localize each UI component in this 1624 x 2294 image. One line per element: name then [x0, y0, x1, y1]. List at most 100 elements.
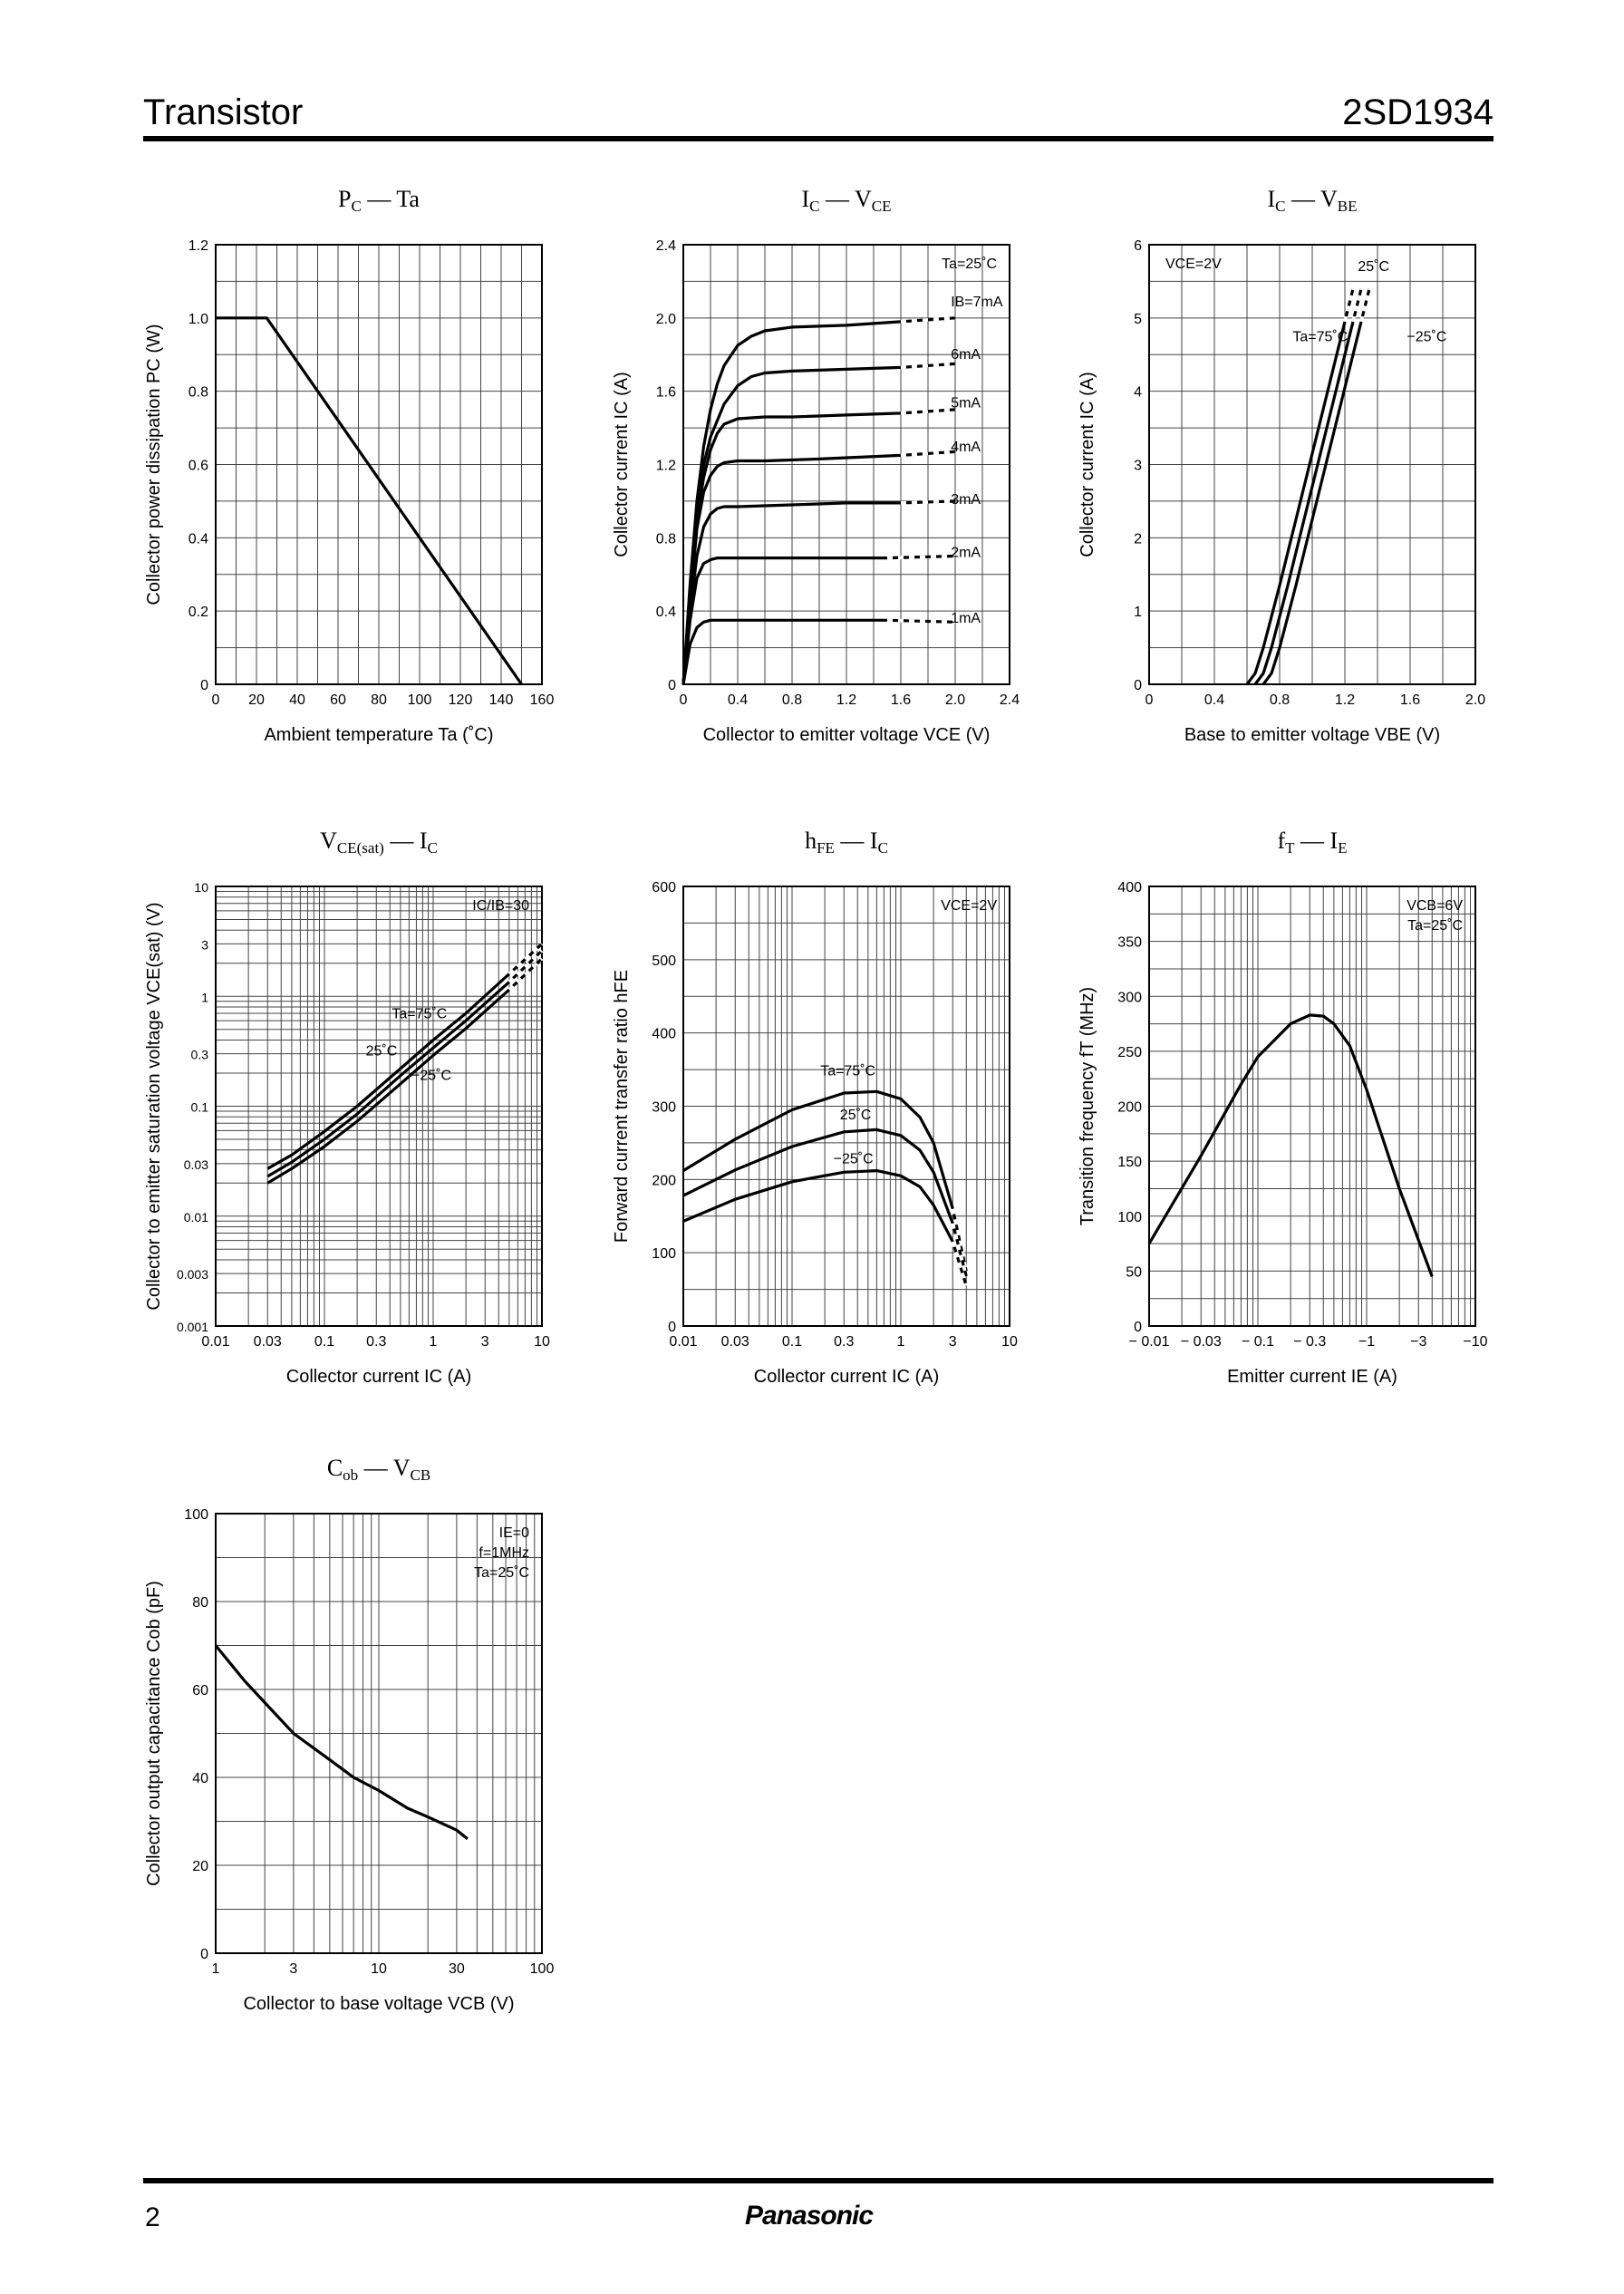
plot-frame [215, 886, 543, 1327]
chart-ft-ie: − 0.01 − 0.03 − 0.1 − 0.3 −1 −3 −10 0 50 100 150 20… [1078, 828, 1488, 1387]
x-tick-label: 2.0 [1465, 692, 1485, 708]
footer-rule [143, 2178, 1494, 2183]
series-label: Ta=75˚C [392, 1007, 447, 1022]
y-tick-label: 200 [652, 1173, 676, 1188]
x-tick-label: 0 [680, 692, 688, 708]
x-tick-label: 80 [371, 692, 387, 708]
series-line [216, 316, 523, 685]
x-axis-label: Collector to base voltage VCB (V) [243, 1994, 514, 2014]
x-tick-label: −3 [1410, 1334, 1426, 1350]
x-tick-label: 30 [449, 1961, 465, 1977]
chart-grid [1148, 244, 1476, 685]
y-tick-label: 200 [1117, 1100, 1142, 1116]
chart-ic-vbe: 0 0.4 0.8 1.2 1.6 2.0 0 1 2 3 4 5 6 IC — VBE Base to e… [1078, 186, 1485, 745]
y-tick-label: 0.8 [188, 385, 208, 401]
series-dash-mask [886, 618, 956, 624]
x-axis-label: Collector to emitter voltage VCE (V) [703, 725, 991, 745]
y-axis-label: Transition frequency fT (MHz) [1078, 987, 1097, 1225]
series-line [682, 1128, 968, 1277]
series-label: IB=7mA [951, 295, 1003, 310]
y-tick-label: 50 [1126, 1264, 1142, 1280]
x-tick-label: 10 [1001, 1334, 1018, 1350]
series-label: 4mA [951, 440, 981, 455]
x-tick-label: 1.2 [1335, 692, 1355, 708]
x-tick-label: 0.03 [254, 1334, 282, 1350]
y-tick-label: 0.001 [177, 1320, 208, 1334]
series-dash-mask [508, 949, 544, 983]
x-tick-label: 0.1 [782, 1334, 802, 1350]
y-tick-label: 100 [652, 1246, 676, 1262]
series-line [682, 316, 956, 685]
y-tick-label: 0.01 [184, 1210, 208, 1224]
x-tick-label: 0.4 [728, 692, 748, 708]
x-tick-label: 3 [289, 1961, 297, 1977]
x-tick-label: 0.8 [1270, 692, 1290, 708]
series-line [214, 1644, 469, 1841]
y-tick-label: 0.8 [656, 531, 676, 547]
y-tick-label: 0.003 [177, 1267, 208, 1282]
series-line [1245, 288, 1355, 685]
y-tick-label: 600 [652, 880, 676, 895]
series-label: −25˚C [834, 1152, 874, 1167]
y-tick-label: 2 [1134, 531, 1142, 547]
y-tick-label: 40 [192, 1771, 208, 1786]
series-line [682, 408, 956, 685]
x-tick-label: −1 [1358, 1334, 1375, 1350]
y-tick-label: 0.03 [184, 1157, 208, 1172]
series-line [682, 1168, 968, 1286]
x-tick-label: 100 [408, 692, 432, 708]
x-tick-label: 0.3 [366, 1334, 386, 1350]
chart-annotation: Ta=25˚C [942, 257, 997, 272]
series-label: Ta=75˚C [820, 1064, 875, 1079]
chart-annotation: IC/IB=30 [472, 898, 529, 914]
y-tick-label: 0 [668, 678, 676, 693]
chart-annotation: VCE=2V [941, 898, 997, 914]
x-tick-label: 20 [248, 692, 265, 708]
chart-grid [215, 244, 543, 685]
series-label: Ta=75˚C [1292, 330, 1348, 345]
chart-annotation: VCE=2V [1165, 257, 1222, 272]
series-dash-mask [886, 554, 956, 560]
y-tick-label: 6 [1134, 238, 1142, 254]
x-axis-label: Base to emitter voltage VBE (V) [1184, 725, 1440, 745]
series-line [682, 450, 956, 685]
chart-annotation: IE=0 [499, 1525, 529, 1541]
series-label: 2mA [951, 545, 981, 560]
y-axis-label: Collector current IC (A) [1078, 372, 1097, 557]
series-label: 1mA [951, 611, 981, 626]
y-tick-label: 300 [652, 1100, 676, 1116]
chart-annotation: Ta=25˚C [1407, 918, 1463, 934]
y-tick-label: 0.3 [191, 1048, 209, 1062]
x-tick-label: 0.1 [314, 1334, 334, 1350]
x-tick-label: 120 [449, 692, 473, 708]
chart-title: fT — IE [1277, 828, 1347, 857]
y-tick-label: 0 [1134, 1320, 1142, 1335]
x-tick-label: 0.8 [782, 692, 802, 708]
series-label: 6mA [951, 347, 981, 363]
y-tick-label: 0 [668, 1320, 676, 1335]
series-label: −25˚C [411, 1068, 451, 1083]
chart-pc-ta: 0 20 40 60 80 100 120 140 160 0 0.2 0.4 0.6 0.8 1.0 1.2… [144, 186, 554, 745]
y-tick-label: 4 [1134, 385, 1142, 401]
y-tick-label: 1 [1134, 605, 1142, 620]
x-tick-label: 60 [330, 692, 346, 708]
series-line [682, 499, 956, 685]
x-tick-label: − 0.03 [1181, 1334, 1222, 1350]
x-tick-label: 1 [897, 1334, 905, 1350]
series-line [266, 943, 544, 1170]
series-line [266, 949, 544, 1178]
series-dash-mask [508, 957, 544, 992]
series-dash-mask [951, 1223, 968, 1277]
header-category: Transistor [143, 92, 304, 132]
y-tick-label: 500 [652, 953, 676, 969]
x-tick-label: 1 [430, 1334, 438, 1350]
y-axis-label: Collector power dissipation PC (W) [144, 324, 164, 605]
chart-grid [215, 886, 542, 1327]
series-line [266, 957, 544, 1185]
y-tick-label: 0 [1134, 678, 1142, 693]
series-dash-mask [900, 362, 956, 370]
series-line [1262, 288, 1371, 685]
chart-cob-vcb: 1 3 10 30 100 0 20 40 60 80 100 Cob — VCB Collector … [144, 1455, 554, 2014]
y-axis-label: Forward current transfer ratio hFE [612, 970, 632, 1243]
page-number: 2 [145, 2202, 160, 2232]
